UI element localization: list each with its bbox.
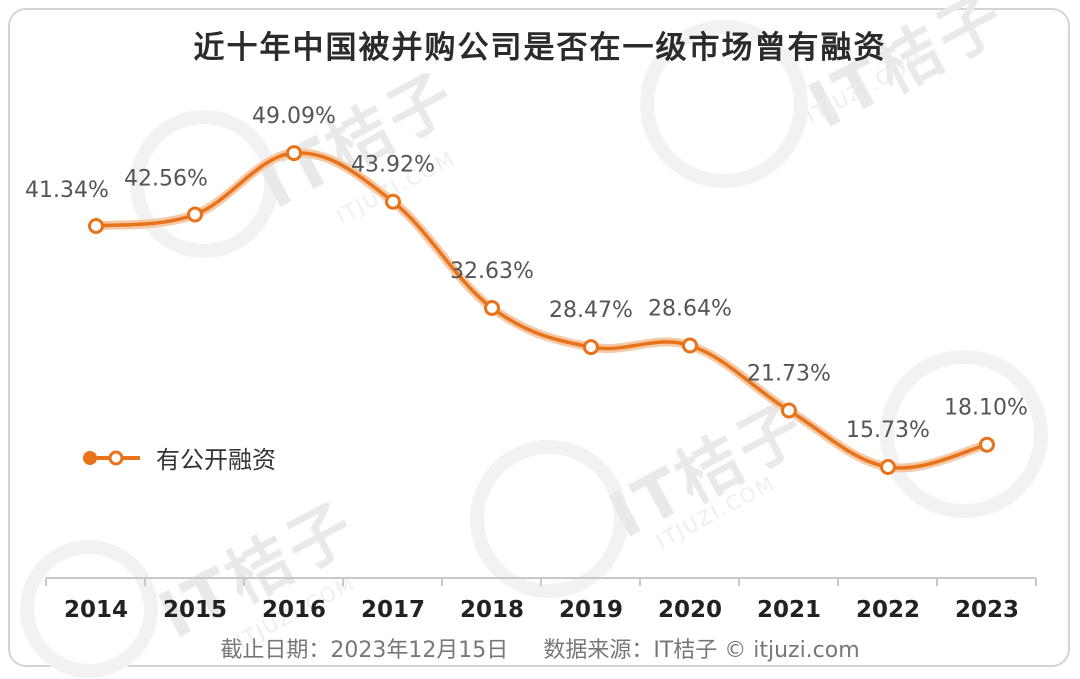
data-label: 32.63% <box>450 259 534 284</box>
x-tick-label: 2020 <box>658 597 722 623</box>
data-point <box>979 436 995 453</box>
data-label: 49.09% <box>252 104 336 129</box>
footer-source: 数据来源：IT桔子 © itjuzi.com <box>543 638 860 663</box>
data-point <box>385 193 401 210</box>
legend: 有公开融资 <box>80 440 276 475</box>
data-label: 18.10% <box>944 396 1028 421</box>
series-line <box>94 151 989 470</box>
footer-date: 截止日期：2023年12月15日 <box>220 638 509 663</box>
data-point <box>286 145 302 162</box>
data-point <box>187 206 203 223</box>
x-tick-label: 2021 <box>757 597 821 623</box>
x-tick-label: 2019 <box>559 597 623 623</box>
x-tick-label: 2018 <box>460 597 524 623</box>
data-point <box>88 218 104 234</box>
legend-label: 有公开融资 <box>156 446 276 474</box>
x-tick-label: 2017 <box>361 597 425 623</box>
data-point <box>682 337 698 354</box>
data-label: 21.73% <box>747 362 831 387</box>
x-tick-label: 2015 <box>163 597 227 623</box>
footer: 截止日期：2023年12月15日 数据来源：IT桔子 © itjuzi.com <box>0 632 1080 664</box>
data-point <box>880 458 896 475</box>
data-point <box>484 299 500 316</box>
data-label: 43.92% <box>351 153 435 178</box>
x-tick-label: 2023 <box>955 597 1019 623</box>
data-label: 28.47% <box>549 298 633 323</box>
x-tick-label: 2016 <box>262 597 326 623</box>
x-tick-label: 2022 <box>856 597 920 623</box>
data-point <box>781 402 797 419</box>
data-label: 15.73% <box>846 418 930 443</box>
data-label: 42.56% <box>124 167 208 192</box>
legend-line-marker-icon <box>83 450 140 465</box>
data-point <box>583 339 599 356</box>
chart-title: 近十年中国被并购公司是否在一级市场曾有融资 <box>193 30 887 66</box>
x-tick-label: 2014 <box>64 597 128 623</box>
data-label: 41.34% <box>25 178 109 203</box>
data-label: 28.64% <box>648 297 732 322</box>
